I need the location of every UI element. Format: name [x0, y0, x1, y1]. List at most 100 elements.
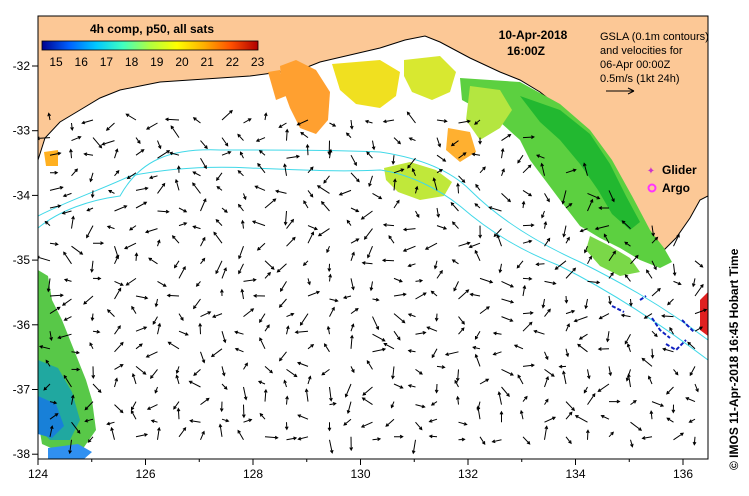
velocity-arrow — [541, 210, 545, 219]
velocity-arrow — [522, 239, 533, 244]
velocity-arrow — [436, 225, 448, 230]
velocity-arrow — [350, 278, 355, 291]
velocity-arrow — [407, 313, 416, 318]
velocity-arrow — [608, 190, 615, 203]
velocity-arrow — [101, 140, 115, 146]
velocity-arrow — [491, 439, 502, 444]
velocity-arrow — [148, 175, 158, 180]
velocity-arrow — [458, 437, 466, 442]
velocity-arrow — [280, 281, 287, 292]
velocity-arrow — [694, 383, 699, 393]
velocity-arrow — [436, 207, 441, 218]
velocity-arrow — [157, 150, 171, 159]
velocity-arrow — [492, 351, 502, 356]
colorbar-tick-label: 18 — [125, 55, 139, 69]
velocity-arrow — [673, 280, 682, 286]
velocity-arrow — [114, 205, 128, 212]
velocity-arrow — [573, 316, 588, 323]
velocity-arrow — [540, 162, 545, 176]
velocity-arrow — [455, 369, 460, 382]
velocity-arrow — [521, 200, 526, 209]
velocity-arrow — [661, 314, 674, 318]
colorbar-ticks: 15 16 17 18 19 20 21 22 23 — [49, 55, 264, 69]
velocity-arrow — [408, 137, 416, 142]
colorbar-tick-label: 20 — [175, 55, 189, 69]
velocity-arrow — [458, 152, 467, 159]
velocity-arrow — [71, 135, 82, 142]
velocity-arrow — [307, 231, 315, 244]
velocity-arrow — [63, 278, 72, 282]
velocity-arrow — [469, 292, 481, 297]
velocity-arrow — [501, 280, 515, 288]
velocity-arrow — [436, 169, 443, 174]
velocity-arrow — [350, 366, 355, 374]
velocity-arrow — [350, 251, 355, 261]
velocity-arrow — [608, 295, 612, 305]
velocity-arrow — [215, 218, 223, 226]
velocity-arrow — [666, 386, 674, 395]
velocity-arrow — [154, 298, 159, 308]
velocity-arrow — [326, 246, 330, 254]
velocity-arrow — [178, 427, 187, 438]
velocity-arrow — [47, 112, 52, 121]
velocity-arrow — [343, 418, 352, 426]
velocity-arrow — [200, 351, 206, 364]
velocity-arrow — [264, 324, 270, 332]
velocity-arrow — [456, 182, 460, 194]
velocity-arrow — [415, 278, 424, 283]
velocity-arrow — [175, 366, 180, 374]
velocity-arrow — [192, 225, 201, 230]
velocity-arrow — [672, 263, 677, 277]
velocity-arrow — [83, 295, 94, 305]
velocity-arrow — [651, 236, 659, 244]
velocity-arrow — [692, 436, 697, 446]
velocity-arrow — [256, 242, 266, 251]
velocity-arrow — [110, 426, 115, 440]
velocity-arrow — [673, 432, 685, 441]
velocity-arrow — [646, 269, 653, 279]
velocity-arrow — [651, 287, 661, 297]
velocity-arrow — [146, 122, 158, 130]
velocity-arrow — [154, 386, 158, 394]
velocity-arrow — [393, 313, 406, 324]
velocity-arrow — [328, 148, 333, 159]
velocity-arrow — [535, 262, 545, 267]
velocity-arrow — [49, 204, 62, 209]
argo-label: Argo — [662, 181, 690, 195]
velocity-arrow — [624, 333, 631, 345]
velocity-arrow — [597, 383, 610, 393]
velocity-arrow — [320, 201, 330, 212]
velocity-arrow — [522, 311, 534, 315]
velocity-arrow — [451, 259, 459, 265]
velocity-arrow — [500, 147, 505, 159]
velocity-arrow — [297, 436, 309, 441]
velocity-arrow — [43, 383, 51, 391]
velocity-arrow — [608, 271, 614, 279]
velocity-arrow — [61, 210, 72, 215]
velocity-arrow — [192, 182, 201, 194]
velocity-arrow — [630, 400, 637, 406]
velocity-arrow — [49, 306, 61, 315]
velocity-arrow — [350, 238, 360, 244]
velocity-arrow — [200, 140, 208, 150]
velocity-arrow — [323, 343, 330, 353]
velocity-arrow — [544, 375, 549, 388]
velocity-arrow — [544, 193, 550, 203]
velocity-arrow — [541, 298, 546, 309]
velocity-arrow — [689, 366, 696, 377]
scale-arrow — [606, 87, 635, 95]
velocity-arrow — [372, 316, 380, 331]
velocity-arrow — [407, 384, 416, 388]
velocity-arrow — [221, 331, 227, 344]
velocity-arrow — [578, 333, 588, 340]
velocity-arrow — [135, 295, 149, 300]
velocity-arrow — [92, 383, 102, 394]
velocity-arrow — [651, 401, 665, 407]
velocity-arrow — [474, 119, 481, 125]
y-tick-label: -38 — [13, 447, 31, 461]
velocity-arrow — [237, 203, 244, 212]
velocity-arrow — [501, 368, 514, 376]
plot-frame — [37, 15, 709, 460]
velocity-arrow — [393, 383, 404, 389]
velocity-arrow — [433, 260, 438, 270]
